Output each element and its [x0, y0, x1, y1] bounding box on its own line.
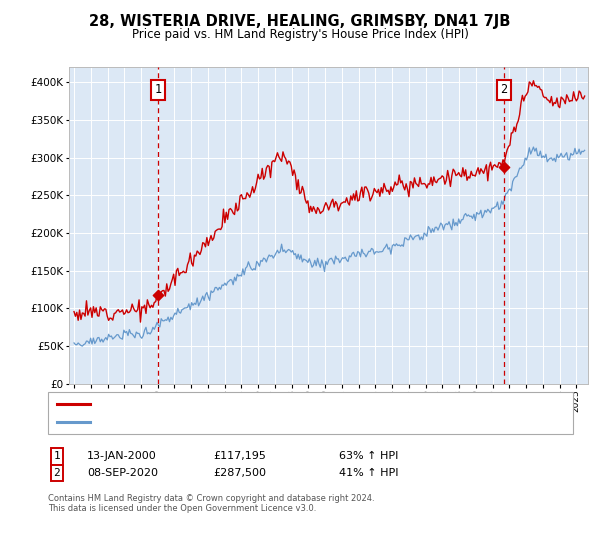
Text: HPI: Average price, detached house, North East Lincolnshire: HPI: Average price, detached house, Nort…	[97, 417, 397, 427]
Text: 13-JAN-2000: 13-JAN-2000	[87, 451, 157, 461]
Text: 28, WISTERIA DRIVE, HEALING, GRIMSBY, DN41 7JB (detached house): 28, WISTERIA DRIVE, HEALING, GRIMSBY, DN…	[97, 399, 443, 409]
Text: £287,500: £287,500	[213, 468, 266, 478]
Point	[154, 291, 163, 300]
Text: 2: 2	[500, 83, 508, 96]
Point	[499, 162, 509, 171]
Text: Price paid vs. HM Land Registry's House Price Index (HPI): Price paid vs. HM Land Registry's House …	[131, 28, 469, 41]
Text: 2: 2	[53, 468, 61, 478]
Text: £117,195: £117,195	[213, 451, 266, 461]
Text: 08-SEP-2020: 08-SEP-2020	[87, 468, 158, 478]
Text: 63% ↑ HPI: 63% ↑ HPI	[339, 451, 398, 461]
Text: 41% ↑ HPI: 41% ↑ HPI	[339, 468, 398, 478]
Text: Contains HM Land Registry data © Crown copyright and database right 2024.
This d: Contains HM Land Registry data © Crown c…	[48, 494, 374, 514]
Text: 28, WISTERIA DRIVE, HEALING, GRIMSBY, DN41 7JB: 28, WISTERIA DRIVE, HEALING, GRIMSBY, DN…	[89, 14, 511, 29]
Text: 1: 1	[155, 83, 162, 96]
Text: 1: 1	[53, 451, 61, 461]
